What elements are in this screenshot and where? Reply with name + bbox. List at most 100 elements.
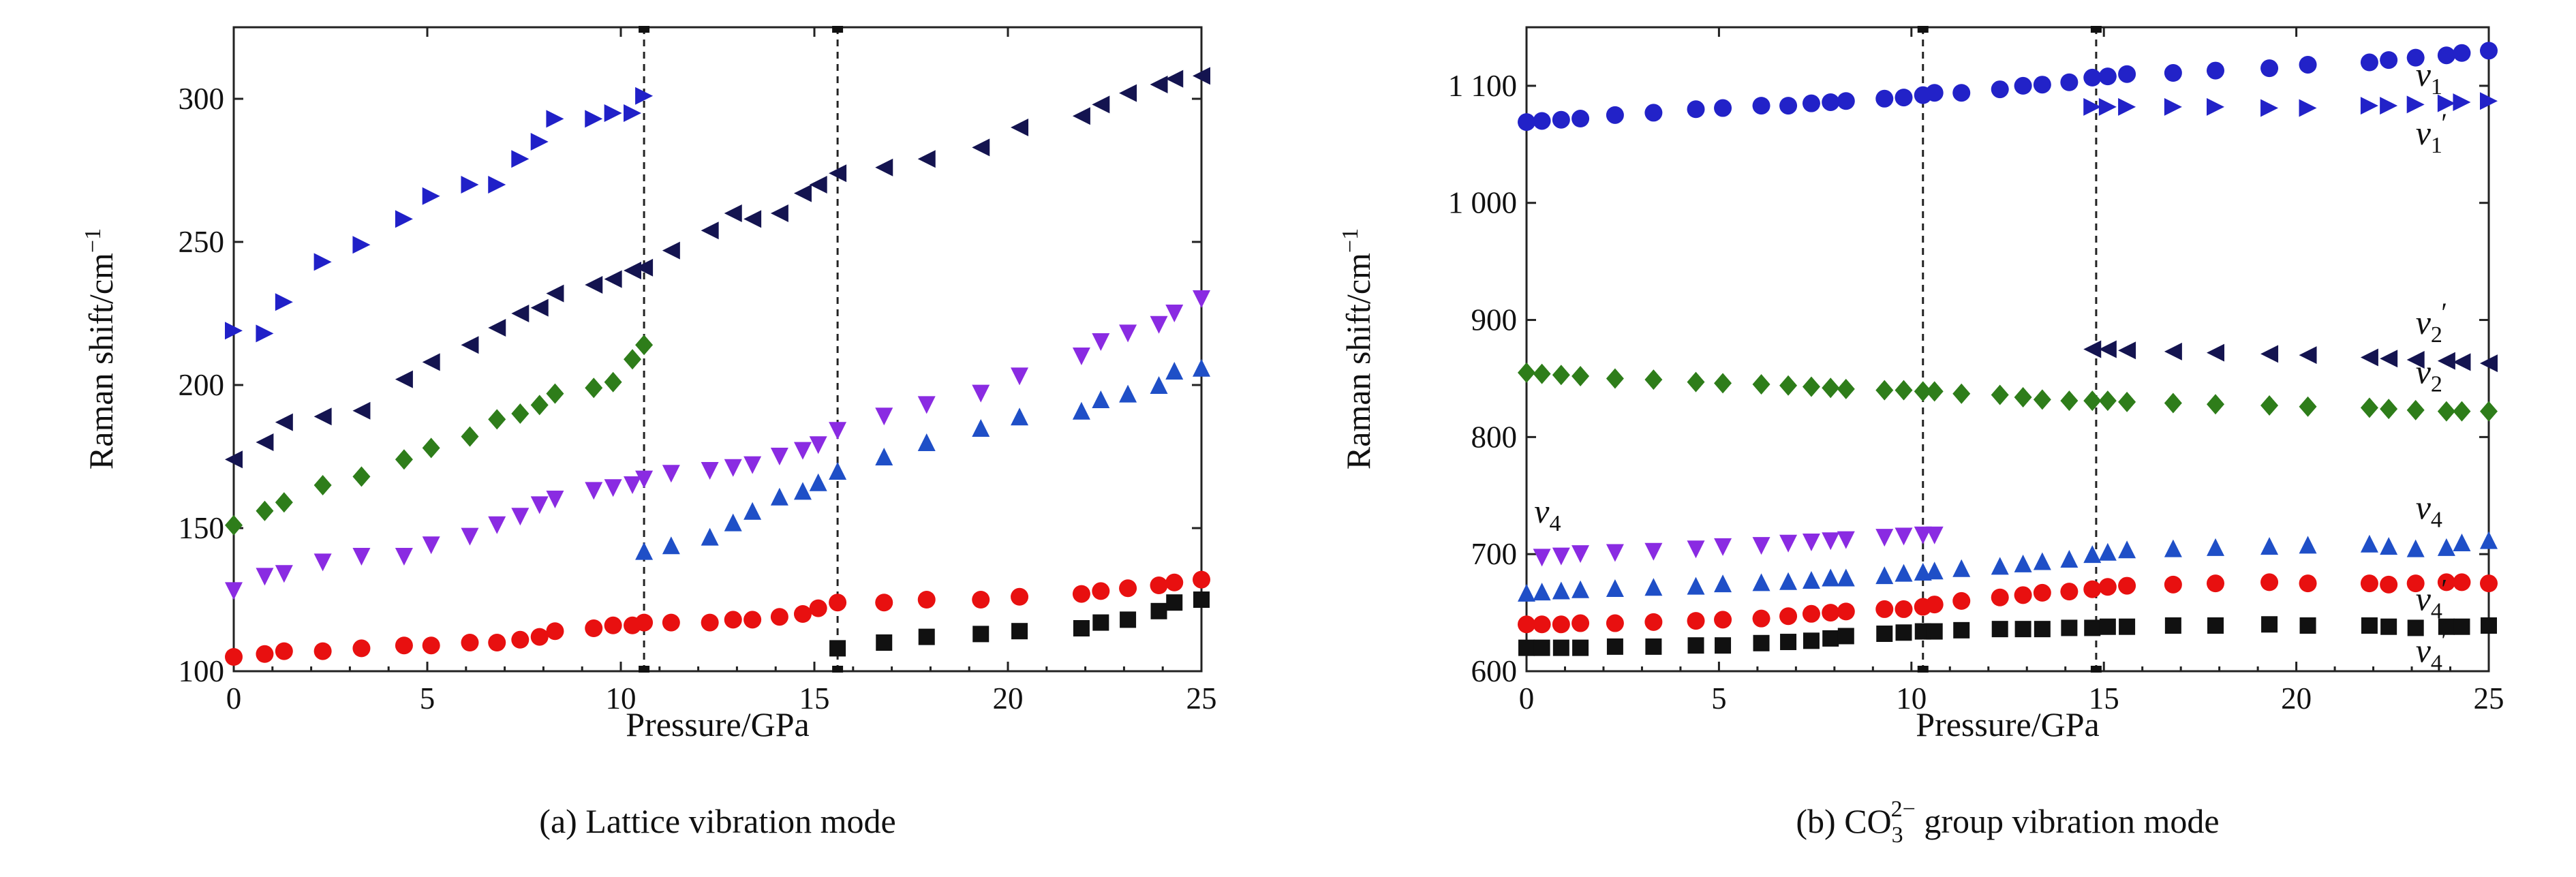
data-point [1072, 401, 1090, 420]
data-point [225, 322, 243, 340]
data-point [1119, 579, 1137, 598]
data-point [1687, 612, 1705, 630]
data-point [256, 433, 274, 451]
data-point [1533, 549, 1551, 567]
data-point [313, 253, 332, 271]
data-point [2033, 389, 2051, 410]
data-point [1092, 95, 1110, 114]
data-point [809, 473, 827, 491]
mode-label-prime: ′ [2440, 108, 2447, 138]
mode-label: ν4 [2416, 489, 2442, 533]
mode-label: ν4′ [2416, 574, 2447, 624]
data-point [2360, 534, 2378, 553]
data-point [809, 436, 827, 455]
data-point [1165, 362, 1184, 380]
data-point [225, 450, 243, 469]
data-point [256, 324, 274, 343]
data-point [917, 150, 936, 168]
data-point [2437, 352, 2455, 370]
data-point [1687, 540, 1705, 559]
data-point [352, 466, 371, 487]
data-point [2481, 617, 2497, 634]
data-point [530, 395, 549, 416]
data-point [2014, 621, 2031, 638]
data-point [2260, 395, 2279, 416]
data-point [2380, 51, 2398, 70]
data-point [2033, 583, 2051, 602]
data-point [1644, 578, 1663, 596]
data-point [1991, 557, 2009, 575]
data-point [488, 516, 506, 534]
data-point [2098, 578, 2117, 596]
data-point [2084, 619, 2101, 636]
data-point [635, 87, 654, 105]
data-point [461, 336, 479, 354]
data-point [2437, 46, 2455, 65]
data-point [876, 634, 893, 651]
data-point [635, 258, 654, 277]
data-point [1991, 588, 2009, 606]
data-point [1092, 582, 1110, 600]
data-point [635, 613, 654, 632]
data-point [2406, 539, 2425, 557]
series-circle [225, 570, 1210, 666]
data-point [875, 448, 893, 465]
data-point [1193, 570, 1210, 589]
data-point [1837, 568, 1855, 587]
data-point [1518, 615, 1535, 634]
y-tick-label: 300 [179, 82, 225, 116]
data-point [701, 221, 719, 240]
data-point [395, 449, 413, 470]
data-point [2118, 341, 2136, 360]
series-square [1518, 616, 2497, 656]
data-point [2164, 97, 2182, 116]
data-point [662, 241, 680, 260]
data-point [2098, 542, 2117, 561]
data-point [1875, 600, 1894, 618]
y-tick-label: 800 [1471, 420, 1518, 454]
data-point [604, 479, 622, 497]
data-point [793, 442, 812, 460]
data-point [743, 502, 762, 520]
data-point [1606, 614, 1624, 632]
data-point [225, 648, 243, 666]
data-point [2118, 540, 2136, 559]
data-point [1837, 531, 1855, 549]
y-tick-label: 150 [179, 511, 225, 545]
data-point [1552, 639, 1569, 656]
data-point [1822, 568, 1840, 587]
data-point [2060, 73, 2079, 91]
x-tick-label: 20 [993, 681, 1024, 716]
data-point [1779, 534, 1798, 553]
data-point [1606, 579, 1624, 598]
data-point [1875, 566, 1894, 585]
data-point [2453, 401, 2471, 422]
data-point [1193, 67, 1210, 85]
data-point [829, 164, 847, 183]
data-point [1752, 537, 1770, 555]
data-point [2380, 537, 2398, 555]
data-point [1895, 564, 1913, 582]
data-point [624, 104, 642, 122]
data-point [1779, 97, 1798, 115]
data-point [585, 276, 603, 294]
data-point [2060, 583, 2079, 601]
data-point [1571, 580, 1590, 598]
data-point [2453, 44, 2471, 62]
y-tick-label: 1 000 [1448, 186, 1517, 220]
data-point [701, 613, 719, 632]
y-tick-label: 200 [179, 368, 225, 402]
data-point [2380, 350, 2398, 368]
boundary-cap-bottom [832, 666, 844, 673]
data-point [2260, 59, 2279, 78]
data-point [2164, 393, 2182, 414]
data-point [2014, 76, 2032, 95]
data-point [585, 378, 603, 399]
data-point [1991, 621, 2008, 638]
data-point [1571, 110, 1590, 128]
data-point [1166, 594, 1183, 611]
mode-label-sub: 1 [2431, 133, 2442, 158]
data-point [2033, 552, 2051, 570]
series-circle [1518, 573, 2498, 634]
